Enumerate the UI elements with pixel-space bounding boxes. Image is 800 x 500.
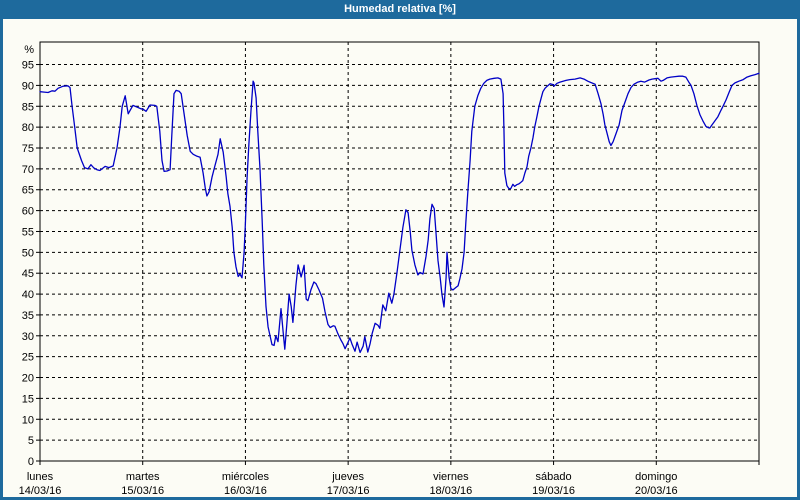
date-label: 14/03/16: [19, 485, 62, 497]
y-tick-label: 70: [22, 164, 34, 176]
chart-panel: [3, 19, 797, 497]
y-tick-label: 40: [22, 289, 34, 301]
y-axis-unit-label: %: [24, 44, 34, 56]
y-tick-label: 75: [22, 143, 34, 155]
day-label: domingo: [635, 471, 677, 483]
y-tick-label: 25: [22, 352, 34, 364]
y-tick-label: 35: [22, 310, 34, 322]
y-tick-label: 60: [22, 206, 34, 218]
y-tick-label: 0: [28, 456, 34, 468]
plot-frame: [39, 41, 760, 462]
y-tick-label: 65: [22, 185, 34, 197]
date-label: 16/03/16: [224, 485, 267, 497]
y-tick-label: 20: [22, 373, 34, 385]
date-label: 20/03/16: [635, 485, 678, 497]
date-label: 17/03/16: [327, 485, 370, 497]
day-label: sábado: [536, 471, 572, 483]
y-tick-label: 55: [22, 226, 34, 238]
day-label: lunes: [27, 471, 54, 483]
date-label: 19/03/16: [532, 485, 575, 497]
y-tick-label: 95: [22, 60, 34, 72]
y-tick-label: 90: [22, 80, 34, 92]
y-tick-label: 80: [22, 122, 34, 134]
y-tick-label: 85: [22, 101, 34, 113]
y-tick-label: 15: [22, 393, 34, 405]
y-tick-label: 5: [28, 435, 34, 447]
y-tick-label: 45: [22, 268, 34, 280]
day-label: martes: [126, 471, 160, 483]
day-label: miércoles: [222, 471, 270, 483]
y-tick-label: 10: [22, 414, 34, 426]
humidity-line: [39, 72, 760, 354]
title-bar: Humedad relativa [%]: [0, 0, 800, 19]
day-label: viernes: [433, 471, 469, 483]
date-label: 15/03/16: [121, 485, 164, 497]
window-title: Humedad relativa [%]: [344, 3, 456, 15]
y-tick-label: 30: [22, 331, 34, 343]
date-label: 18/03/16: [429, 485, 472, 497]
y-tick-label: 50: [22, 247, 34, 259]
day-label: jueves: [331, 471, 364, 483]
